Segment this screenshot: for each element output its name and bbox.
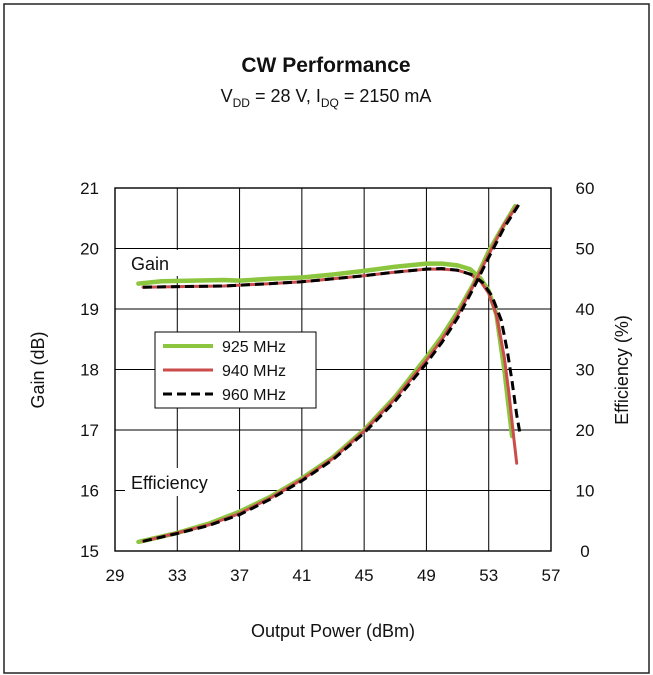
x-tick-label: 45 [355, 566, 374, 585]
efficiency-annotation: Efficiency [125, 468, 237, 496]
x-tick-label: 41 [292, 566, 311, 585]
legend-label-940: 940 MHz [222, 363, 286, 380]
y-left-tick-label: 21 [80, 179, 99, 198]
y-left-tick-label: 15 [80, 542, 99, 561]
y-right-tick-label: 30 [576, 361, 595, 380]
y-right-tick-label: 40 [576, 300, 595, 319]
efficiency-annotation-text: Efficiency [131, 473, 208, 493]
y-right-tick-label: 10 [576, 482, 595, 501]
x-tick-label: 53 [479, 566, 498, 585]
series-line-efficiency-960-mhz [142, 202, 522, 543]
x-tick-label: 37 [230, 566, 249, 585]
y-axis-right-label: Efficiency (%) [612, 315, 632, 425]
subtitle-v: V [221, 86, 233, 106]
legend-label-925: 925 MHz [222, 339, 286, 356]
y-right-tick-label: 50 [576, 240, 595, 259]
tick-labels: 29 33 37 41 45 49 53 57 15 16 17 18 19 20 21 0 10 20 30 40 5… [80, 179, 594, 585]
x-tick-label: 57 [542, 566, 561, 585]
gain-annotation-bg [125, 250, 185, 276]
gain-annotation: Gain [125, 250, 185, 276]
chart-subtitle: VDD = 28 V, IDQ = 2150 mA [221, 86, 432, 110]
y-right-tick-label: 0 [580, 542, 589, 561]
chart-title: CW Performance [241, 54, 410, 77]
series-layer [136, 202, 522, 545]
subtitle-v-sub: DD [233, 96, 251, 110]
y-left-tick-label: 16 [80, 482, 99, 501]
y-left-tick-label: 18 [80, 361, 99, 380]
y-left-tick-label: 20 [80, 240, 99, 259]
subtitle-i-rest: = 2150 mA [339, 86, 432, 106]
plot-area-frame [114, 187, 552, 552]
legend: 925 MHz 940 MHz 960 MHz [154, 331, 317, 409]
subtitle-i: I [316, 86, 321, 106]
y-left-tick-label: 19 [80, 300, 99, 319]
y-axis-left-label: Gain (dB) [28, 331, 48, 408]
subtitle-v-rest: = 28 V, [250, 86, 316, 106]
x-tick-label: 33 [168, 566, 187, 585]
figure-frame [3, 3, 650, 674]
efficiency-annotation-bg [125, 468, 237, 496]
y-right-tick-label: 20 [576, 421, 595, 440]
subtitle-i-sub: DQ [321, 96, 339, 110]
y-right-tick-label: 60 [576, 179, 595, 198]
x-tick-label: 29 [106, 566, 125, 585]
legend-label-960: 960 MHz [222, 387, 286, 404]
x-tick-label: 49 [417, 566, 436, 585]
y-left-tick-label: 17 [80, 421, 99, 440]
series-line-gain-960-mhz [142, 267, 522, 434]
gain-annotation-text: Gain [131, 254, 169, 274]
x-axis-label: Output Power (dBm) [251, 621, 415, 641]
